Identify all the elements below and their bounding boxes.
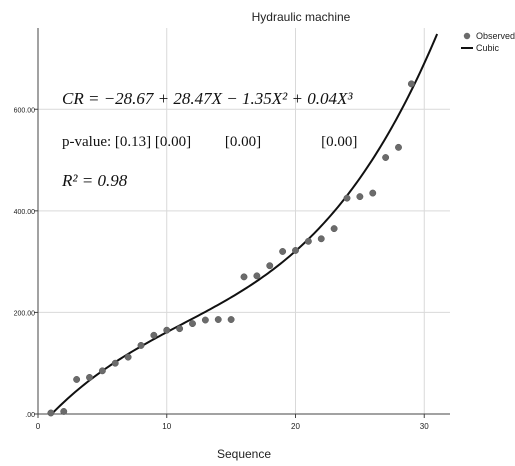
observed-point <box>382 154 390 161</box>
annotation-block: CR = −28.67 + 28.47X − 1.35X² + 0.04X³ p… <box>61 89 357 190</box>
observed-point <box>304 237 312 245</box>
y-tick-label: 600.00 <box>14 107 36 114</box>
observed-point <box>407 80 415 88</box>
observed-point <box>369 189 377 197</box>
legend: Observed Cubic <box>461 31 515 53</box>
observed-point <box>227 316 235 323</box>
observed-point <box>73 376 81 383</box>
observed-point <box>86 373 93 381</box>
observed-point <box>137 341 145 349</box>
y-tick-label: 400.00 <box>14 209 36 216</box>
legend-observed-label: Observed <box>476 31 515 41</box>
x-tick-label: 10 <box>162 422 171 431</box>
chart-title: Hydraulic machine <box>252 10 351 24</box>
observed-point <box>343 194 351 202</box>
y-tick-label: .00 <box>25 412 35 419</box>
y-tick-label: 200.00 <box>14 310 36 317</box>
observed-point <box>240 273 248 281</box>
legend-observed-marker <box>463 32 471 40</box>
r-squared-annotation: R² = 0.98 <box>61 171 128 190</box>
axis-ticks: 0 10 20 30 .00 200.00 400.00 600.00 <box>14 107 430 431</box>
observed-point <box>60 408 68 415</box>
x-tick-label: 30 <box>420 422 429 431</box>
observed-point <box>98 367 106 375</box>
observed-point <box>356 193 364 201</box>
observed-point <box>176 325 184 333</box>
observed-point <box>111 359 119 367</box>
x-tick-label: 20 <box>291 422 300 431</box>
observed-point <box>163 326 171 334</box>
x-axis-label: Sequence <box>217 447 271 461</box>
observed-point <box>330 225 338 233</box>
observed-point <box>317 235 325 243</box>
x-tick-label: 0 <box>36 422 41 431</box>
grid-lines <box>38 28 450 414</box>
observed-point <box>150 331 158 339</box>
legend-cubic-label: Cubic <box>476 43 500 53</box>
observed-point <box>201 316 209 324</box>
observed-point <box>47 409 55 417</box>
observed-point <box>214 316 222 323</box>
equation-annotation: CR = −28.67 + 28.47X − 1.35X² + 0.04X³ <box>62 89 353 108</box>
observed-points <box>47 80 415 417</box>
p-value-annotation: p-value: [0.13] [0.00] [0.00] [0.00] <box>62 134 357 150</box>
observed-point <box>124 353 132 361</box>
observed-point <box>279 248 287 255</box>
observed-point <box>395 143 402 151</box>
observed-point <box>253 272 261 280</box>
observed-point <box>292 247 299 254</box>
observed-point <box>266 262 274 270</box>
observed-point <box>189 320 196 328</box>
